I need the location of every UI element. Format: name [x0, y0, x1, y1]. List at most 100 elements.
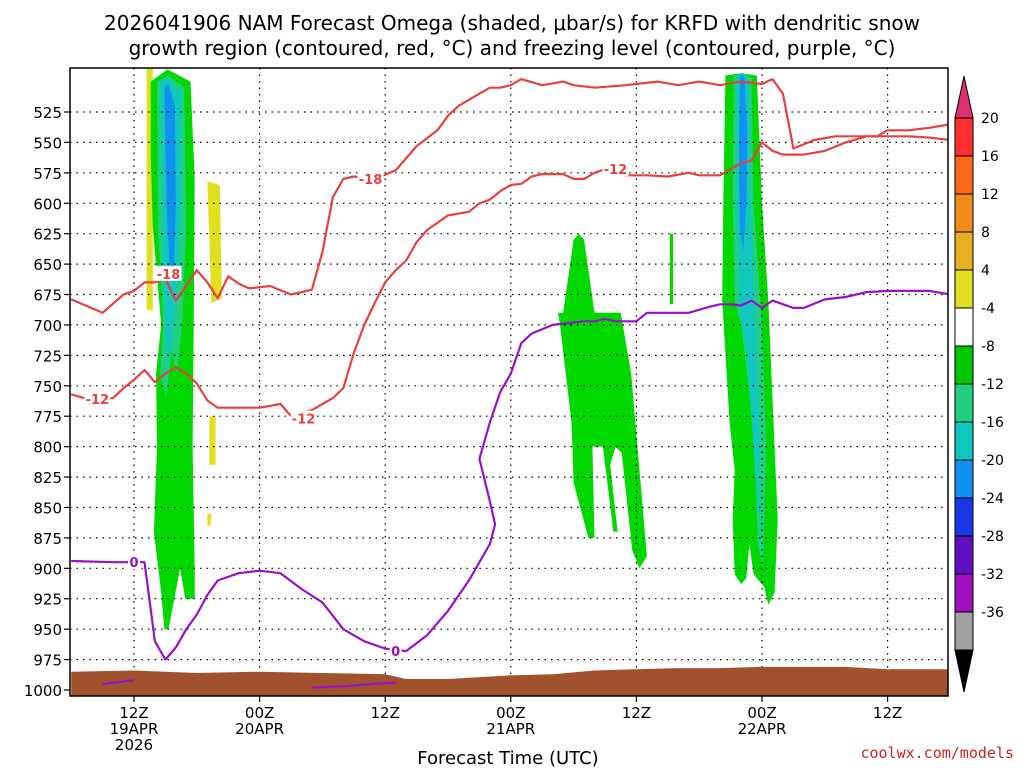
x-tick-label-24-1: 00Z — [245, 704, 274, 722]
colorbar: 20 16 12 8 4 -4 -8 -12 -16 -20 -24 -28 -32 -36 — [954, 75, 1004, 693]
omega-region-8 — [557, 233, 647, 569]
freezing-label-bg-1 — [389, 643, 402, 659]
omega-region-2 — [209, 416, 216, 465]
colorbar-label-7: -12 — [981, 377, 1004, 393]
y-tick-label-675: 675 — [33, 287, 62, 305]
y-tick-label-550: 550 — [33, 134, 62, 152]
y-tick-label-750: 750 — [33, 378, 62, 396]
y-tick-label-625: 625 — [33, 226, 62, 244]
x-tick-label-48-1: 00Z — [496, 704, 525, 722]
colorbar-label-6: -8 — [981, 339, 995, 355]
chart-title-line2: growth region (contoured, red, °C) and f… — [129, 36, 896, 60]
y-axis: 525 550 575 600 625 650 675 700 725 750 775 800 825 8… — [24, 104, 70, 700]
dgz-label-bg-4 — [602, 161, 629, 177]
dgz-label-1: -18 — [157, 268, 181, 283]
colorbar-label-10: -24 — [981, 491, 1004, 507]
x-tick-label-36-1: 12Z — [371, 704, 400, 722]
colorbar-label-9: -20 — [981, 453, 1004, 469]
x-tick-label-12-2: 19APR — [110, 720, 159, 738]
colorbar-bin-9 — [954, 459, 974, 499]
dgz-label-bg-2 — [84, 391, 111, 407]
colorbar-label-0: 20 — [981, 111, 999, 127]
y-tick-label-725: 725 — [33, 347, 62, 365]
y-tick-label-700: 700 — [33, 317, 62, 335]
colorbar-cap-bottom — [954, 649, 974, 693]
dgz-label-0: -18 — [359, 173, 383, 188]
dgz-label-4: -12 — [604, 163, 628, 178]
plot-frame — [69, 67, 949, 697]
y-tick-label-925: 925 — [33, 591, 62, 609]
dgz-label-2: -12 — [86, 393, 110, 408]
x-tick-label-24-2: 20APR — [235, 720, 284, 738]
y-tick-label-600: 600 — [33, 195, 62, 213]
colorbar-label-3: 8 — [981, 225, 990, 241]
y-tick-label-875: 875 — [33, 530, 62, 548]
dgz-label-bg-0 — [357, 170, 384, 186]
y-tick-label-975: 975 — [33, 652, 62, 670]
colorbar-label-4: 4 — [981, 263, 990, 279]
x-tick-label-72-2: 22APR — [738, 720, 787, 738]
colorbar-label-2: 12 — [981, 187, 999, 203]
colorbar-bin-2 — [954, 193, 974, 233]
x-axis-label: Forecast Time (UTC) — [417, 748, 598, 768]
y-tick-label-800: 800 — [33, 439, 62, 457]
terrain-fill — [71, 666, 948, 696]
contour-labels: -18 -18 -12 -12 -12 0 0 — [84, 161, 629, 660]
terrain — [71, 666, 948, 696]
colorbar-bin-11 — [954, 535, 974, 575]
x-tick-label-84-1: 12Z — [873, 704, 902, 722]
freezing-level-contour-surface-1 — [102, 679, 135, 685]
freezing-label-0: 0 — [129, 556, 138, 571]
freezing-label-1: 0 — [391, 645, 400, 660]
colorbar-bin-4 — [954, 269, 974, 309]
omega-region-3 — [207, 513, 212, 526]
credit-text: coolwx.com/models — [860, 744, 1014, 762]
colorbar-bin-3 — [954, 231, 974, 271]
dgz-label-bg-1 — [155, 265, 182, 281]
y-tick-label-950: 950 — [33, 621, 62, 639]
freezing-label-bg-0 — [128, 554, 140, 570]
x-tick-label-48-2: 21APR — [486, 720, 535, 738]
grid — [70, 68, 948, 696]
chart-title-line1: 2026041906 NAM Forecast Omega (shaded, μ… — [104, 11, 920, 35]
colorbar-label-12: -32 — [981, 567, 1004, 583]
omega-region-7 — [164, 84, 176, 277]
freezing-level-contour-surface-2 — [311, 681, 396, 689]
y-tick-label-525: 525 — [33, 104, 62, 122]
x-tick-label-60-1: 12Z — [622, 704, 651, 722]
y-tick-label-900: 900 — [33, 560, 62, 578]
y-tick-label-850: 850 — [33, 499, 62, 517]
colorbar-bin-7 — [954, 383, 974, 423]
y-tick-label-825: 825 — [33, 469, 62, 487]
omega-region-1 — [207, 181, 222, 303]
colorbar-label-13: -36 — [981, 605, 1004, 621]
y-tick-label-650: 650 — [33, 256, 62, 274]
colorbar-bin-10 — [954, 497, 974, 537]
colorbar-bin-13 — [954, 611, 974, 651]
dgz-contour-upper — [70, 77, 948, 314]
x-tick-label-12-1: 12Z — [119, 704, 148, 722]
dgz-contour-lower — [70, 135, 948, 418]
colorbar-bin-12 — [954, 573, 974, 613]
contours — [70, 77, 948, 689]
colorbar-bin-5 — [954, 307, 974, 347]
colorbar-label-5: -4 — [981, 301, 995, 317]
dgz-label-bg-3 — [290, 410, 317, 426]
plot-area — [70, 68, 948, 696]
colorbar-bin-8 — [954, 421, 974, 461]
y-tick-label-1000: 1000 — [24, 682, 62, 700]
freezing-level-contour — [71, 289, 948, 661]
colorbar-label-8: -16 — [981, 415, 1004, 431]
colorbar-label-11: -28 — [981, 529, 1004, 545]
x-tick-label-12-3: 2026 — [115, 736, 153, 754]
colorbar-bin-1 — [954, 155, 974, 195]
colorbar-bin-6 — [954, 345, 974, 385]
y-tick-label-575: 575 — [33, 165, 62, 183]
omega-region-9 — [669, 233, 673, 305]
y-tick-label-775: 775 — [33, 408, 62, 426]
colorbar-label-1: 16 — [981, 149, 999, 165]
x-tick-label-72-1: 00Z — [747, 704, 776, 722]
dgz-label-3: -12 — [292, 413, 316, 428]
